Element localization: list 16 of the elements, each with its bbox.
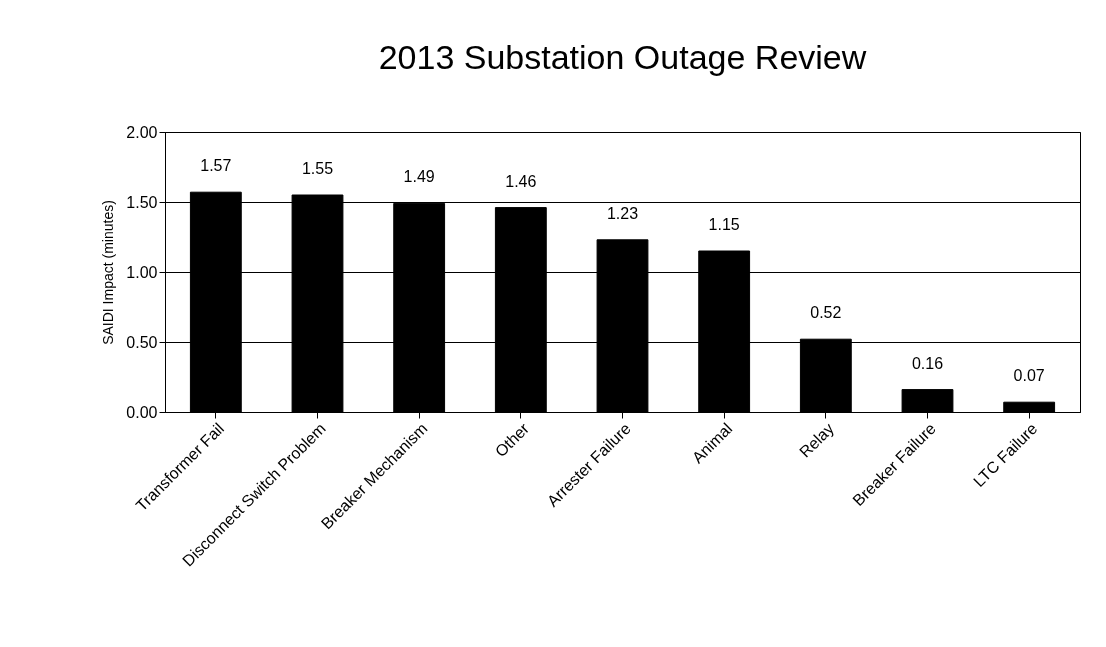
y-tick-label: 1.50	[126, 193, 158, 211]
data-label: 0.52	[810, 304, 842, 322]
data-label: 0.07	[1013, 367, 1045, 385]
data-label: 1.46	[505, 172, 537, 190]
data-label: 1.49	[403, 168, 435, 186]
data-label: 0.16	[911, 354, 944, 372]
chart-title: 2013 Substation Outage Review	[378, 38, 867, 76]
y-axis-title: SAIDI Impact (minutes)	[100, 200, 117, 345]
data-label: 1.15	[708, 216, 740, 233]
data-label: 1.57	[200, 157, 232, 175]
y-tick-label: 0.50	[126, 333, 158, 351]
y-tick-label: 2.00	[126, 123, 158, 141]
data-label: 1.55	[301, 160, 334, 177]
y-tick-label: 0.00	[126, 403, 158, 421]
y-tick-label: 1.00	[126, 263, 158, 281]
data-label: 1.23	[606, 204, 639, 222]
